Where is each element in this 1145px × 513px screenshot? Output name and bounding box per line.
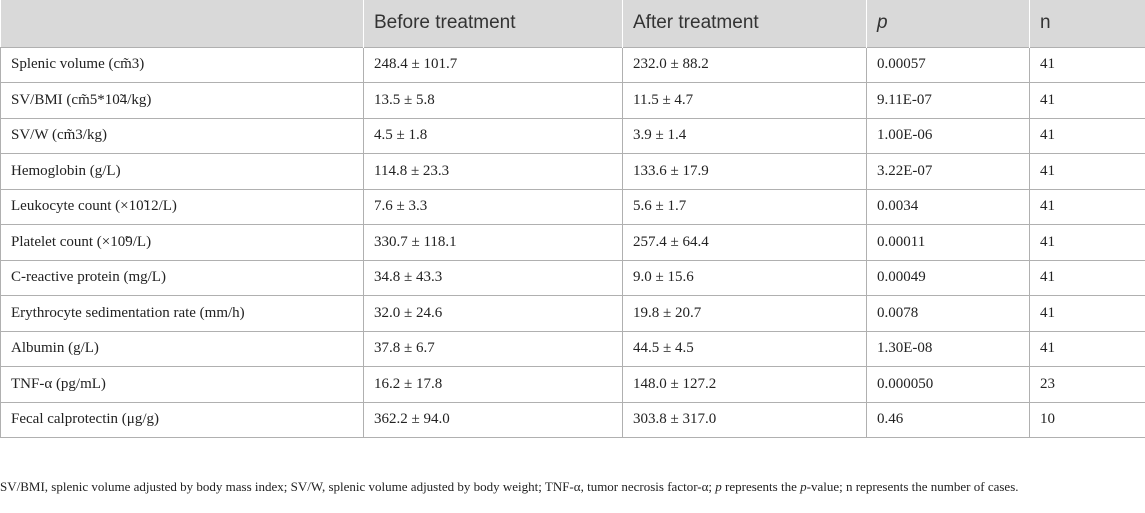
row-label: Platelet count (×10̃9/L) [0,224,364,261]
after-value: 19.8 ± 20.7 [622,295,867,332]
p-value: 0.00057 [866,46,1030,83]
n-value: 10 [1029,401,1145,438]
footnote-p-italic-2: p [800,479,807,494]
after-value: 133.6 ± 17.9 [622,153,867,190]
n-value: 41 [1029,224,1145,261]
table-row: Fecal calprotectin (μg/g) 362.2 ± 94.0 3… [0,401,1145,438]
footnote-text-3: -value; n represents the number of cases… [806,479,1019,494]
table-header: Before treatment After treatment p n [0,0,1145,47]
row-label: Erythrocyte sedimentation rate (mm/h) [0,295,364,332]
before-value: 330.7 ± 118.1 [363,224,623,261]
table-row: Leukocyte count (×10̃12/L) 7.6 ± 3.3 5.6… [0,188,1145,225]
row-label: Splenic volume (cm̃3) [0,46,364,83]
before-value: 4.5 ± 1.8 [363,117,623,154]
table-row: Hemoglobin (g/L) 114.8 ± 23.3 133.6 ± 17… [0,153,1145,190]
p-value: 0.0078 [866,295,1030,332]
header-row: Before treatment After treatment p n [0,0,1145,47]
table-body: Splenic volume (cm̃3) 248.4 ± 101.7 232.… [0,46,1145,438]
p-value: 0.00049 [866,259,1030,296]
before-value: 7.6 ± 3.3 [363,188,623,225]
n-value: 41 [1029,117,1145,154]
after-value: 9.0 ± 15.6 [622,259,867,296]
table-row: C-reactive protein (mg/L) 34.8 ± 43.3 9.… [0,259,1145,296]
p-value: 0.46 [866,401,1030,438]
row-label: SV/W (cm̃3/kg) [0,117,364,154]
before-value: 248.4 ± 101.7 [363,46,623,83]
n-value: 23 [1029,366,1145,403]
header-cell-before-treatment: Before treatment [363,0,623,47]
table-row: SV/W (cm̃3/kg) 4.5 ± 1.8 3.9 ± 1.4 1.00E… [0,117,1145,154]
before-value: 114.8 ± 23.3 [363,153,623,190]
n-value: 41 [1029,259,1145,296]
n-value: 41 [1029,188,1145,225]
after-value: 232.0 ± 88.2 [622,46,867,83]
table-row: Erythrocyte sedimentation rate (mm/h) 32… [0,295,1145,332]
row-label: Leukocyte count (×10̃12/L) [0,188,364,225]
row-label: C-reactive protein (mg/L) [0,259,364,296]
table-row: TNF-α (pg/mL) 16.2 ± 17.8 148.0 ± 127.2 … [0,366,1145,403]
row-label: Fecal calprotectin (μg/g) [0,401,364,438]
header-cell-p: p [866,0,1030,47]
results-table: Before treatment After treatment p n Spl… [0,0,1145,438]
p-value: 3.22E-07 [866,153,1030,190]
after-value: 44.5 ± 4.5 [622,330,867,367]
p-value: 0.0034 [866,188,1030,225]
after-value: 257.4 ± 64.4 [622,224,867,261]
header-cell-after-treatment: After treatment [622,0,867,47]
after-value: 3.9 ± 1.4 [622,117,867,154]
p-value: 9.11E-07 [866,82,1030,119]
header-cell-label [1,0,364,47]
row-label: TNF-α (pg/mL) [0,366,364,403]
table-row: Platelet count (×10̃9/L) 330.7 ± 118.1 2… [0,224,1145,261]
after-value: 303.8 ± 317.0 [622,401,867,438]
footnote-text-1: SV/BMI, splenic volume adjusted by body … [0,479,716,494]
header-cell-n: n [1029,0,1145,47]
after-value: 11.5 ± 4.7 [622,82,867,119]
n-value: 41 [1029,82,1145,119]
before-value: 362.2 ± 94.0 [363,401,623,438]
p-value: 0.000050 [866,366,1030,403]
p-value: 0.00011 [866,224,1030,261]
before-value: 32.0 ± 24.6 [363,295,623,332]
row-label: Hemoglobin (g/L) [0,153,364,190]
table-row: SV/BMI (cm̃5*10̃4/kg) 13.5 ± 5.8 11.5 ± … [0,82,1145,119]
footnote-p-italic: p [715,479,722,494]
before-value: 34.8 ± 43.3 [363,259,623,296]
p-value: 1.30E-08 [866,330,1030,367]
row-label: Albumin (g/L) [0,330,364,367]
row-label: SV/BMI (cm̃5*10̃4/kg) [0,82,364,119]
n-value: 41 [1029,153,1145,190]
n-value: 41 [1029,295,1145,332]
table-footnote: SV/BMI, splenic volume adjusted by body … [0,478,1135,495]
n-value: 41 [1029,330,1145,367]
n-value: 41 [1029,46,1145,83]
footnote-text-2: represents the [721,479,801,494]
before-value: 13.5 ± 5.8 [363,82,623,119]
after-value: 148.0 ± 127.2 [622,366,867,403]
table-row: Albumin (g/L) 37.8 ± 6.7 44.5 ± 4.5 1.30… [0,330,1145,367]
p-value: 1.00E-06 [866,117,1030,154]
before-value: 37.8 ± 6.7 [363,330,623,367]
before-value: 16.2 ± 17.8 [363,366,623,403]
after-value: 5.6 ± 1.7 [622,188,867,225]
table-row: Splenic volume (cm̃3) 248.4 ± 101.7 232.… [0,46,1145,83]
